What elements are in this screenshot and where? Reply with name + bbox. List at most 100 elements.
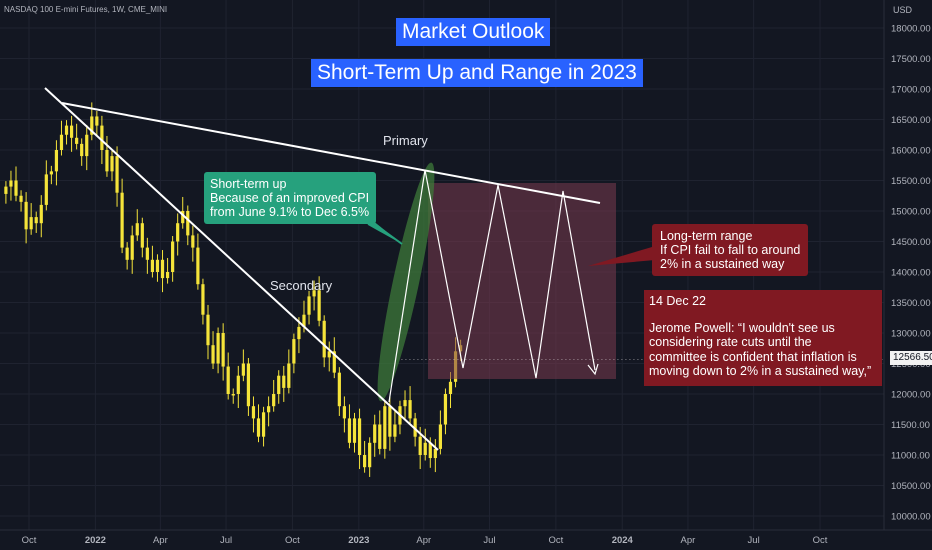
time-tick-label: 2023 [348,535,369,546]
price-tick-label: 11000.00 [891,451,930,462]
candle-body [287,363,291,388]
short-term-callout: Short-term up Because of an improved CPI… [204,172,377,224]
price-tick-label: 14500.00 [891,237,931,248]
red-callout-pointer [588,247,655,266]
candle-body [165,272,170,279]
currency-label: USD [893,5,913,15]
candle-body [216,333,220,364]
powell-line-3: committee is confident that inflation is [649,349,857,364]
price-tick-label: 17500.00 [891,54,931,65]
price-tick-label: 13500.00 [891,298,931,309]
price-tick-label: 12000.00 [891,390,931,401]
candle-body [85,134,89,157]
candle-body [373,424,377,443]
candle-body [9,180,13,187]
powell-line-1: Jerome Powell: “I wouldn't see us [649,321,835,336]
price-tick-label: 14000.00 [891,268,931,279]
candle-body [236,375,240,394]
candle-body [155,259,160,272]
long-term-callout: Long-term range If CPI fail to fall to a… [652,224,809,276]
candle-body [317,290,321,321]
candle-body [261,412,266,437]
powell-line-2: considering rate cuts until the [649,335,812,350]
candle-body [44,174,48,205]
candle-body [196,247,200,285]
candle-body [186,211,190,236]
candle-body [241,363,245,376]
candle-body [201,284,205,315]
candle-body [4,186,8,194]
candle-body [347,418,352,443]
title-market-outlook: Market Outlook [396,18,551,46]
time-tick-label: Apr [153,535,168,546]
candle-body [448,381,453,394]
candle-body [176,223,180,242]
candle-body [322,320,326,358]
projected-path [388,169,596,403]
candle-body [297,326,301,340]
time-tick-label: Oct [285,535,300,546]
candle-body [34,217,38,224]
candle-body [120,192,124,248]
candle-body [125,247,129,260]
candle-body [211,345,215,364]
primary-trendline [61,102,601,204]
candle-body [423,442,427,455]
candle-body [312,290,316,297]
candle-body [277,375,281,394]
candle-body [256,418,261,437]
candle-body [221,333,225,367]
price-tick-label: 13000.00 [891,329,931,340]
price-tick-label: 10500.00 [891,481,931,492]
candle-body [251,406,256,419]
candle-body [140,223,144,248]
candle-body [59,134,64,150]
candle-body [54,150,59,172]
candle-body [246,363,251,407]
primary-label: Primary [383,133,428,148]
candle-body [231,394,235,396]
candle-body [80,143,84,157]
candle-body [226,366,230,394]
candle-body [388,406,392,437]
time-tick-label: 2022 [85,535,106,546]
short-term-line-2: Because of an improved CPI [210,191,370,205]
powell-date: 14 Dec 22 [649,294,706,308]
candle-body [428,442,432,459]
candle-body [272,394,276,407]
candle-body [69,125,74,138]
candle-body [110,156,114,172]
candle-body [302,314,306,327]
candle-body [368,442,372,468]
candle-body [378,424,382,449]
short-term-line-1: Short-term up [210,177,287,191]
short-term-line-3: from June 9.1% to Dec 6.5% [210,205,370,219]
last-price-tag[interactable]: 12566.50 [890,351,932,365]
time-tick-label: Apr [681,535,696,546]
candle-body [337,372,341,407]
candle-body [438,424,442,449]
candle-body [408,400,412,419]
candle-body [160,259,165,279]
candle-body [29,217,33,230]
candle-body [191,235,195,248]
time-axis[interactable]: Oct 2022 Apr Jul Oct 2023 Apr Jul Oct 2024 Apr Jul O… [0,529,932,546]
candle-body [307,296,311,315]
price-tick-label: 15000.00 [891,207,931,218]
candle-body [39,204,43,224]
time-tick-label: Jul [748,535,760,546]
candle-body [90,116,94,135]
candle-body [332,351,336,373]
candle-body [393,424,397,437]
candle-body [363,455,367,468]
time-tick-label: Oct [22,535,37,546]
candle-body [49,171,53,175]
price-tick-label: 10000.00 [891,512,931,523]
range-box [428,183,616,379]
candle-body [75,137,79,144]
candle-body [14,180,18,196]
candle-body [19,195,23,202]
candle-body [130,235,134,260]
price-tick-label: 16000.00 [891,146,931,157]
